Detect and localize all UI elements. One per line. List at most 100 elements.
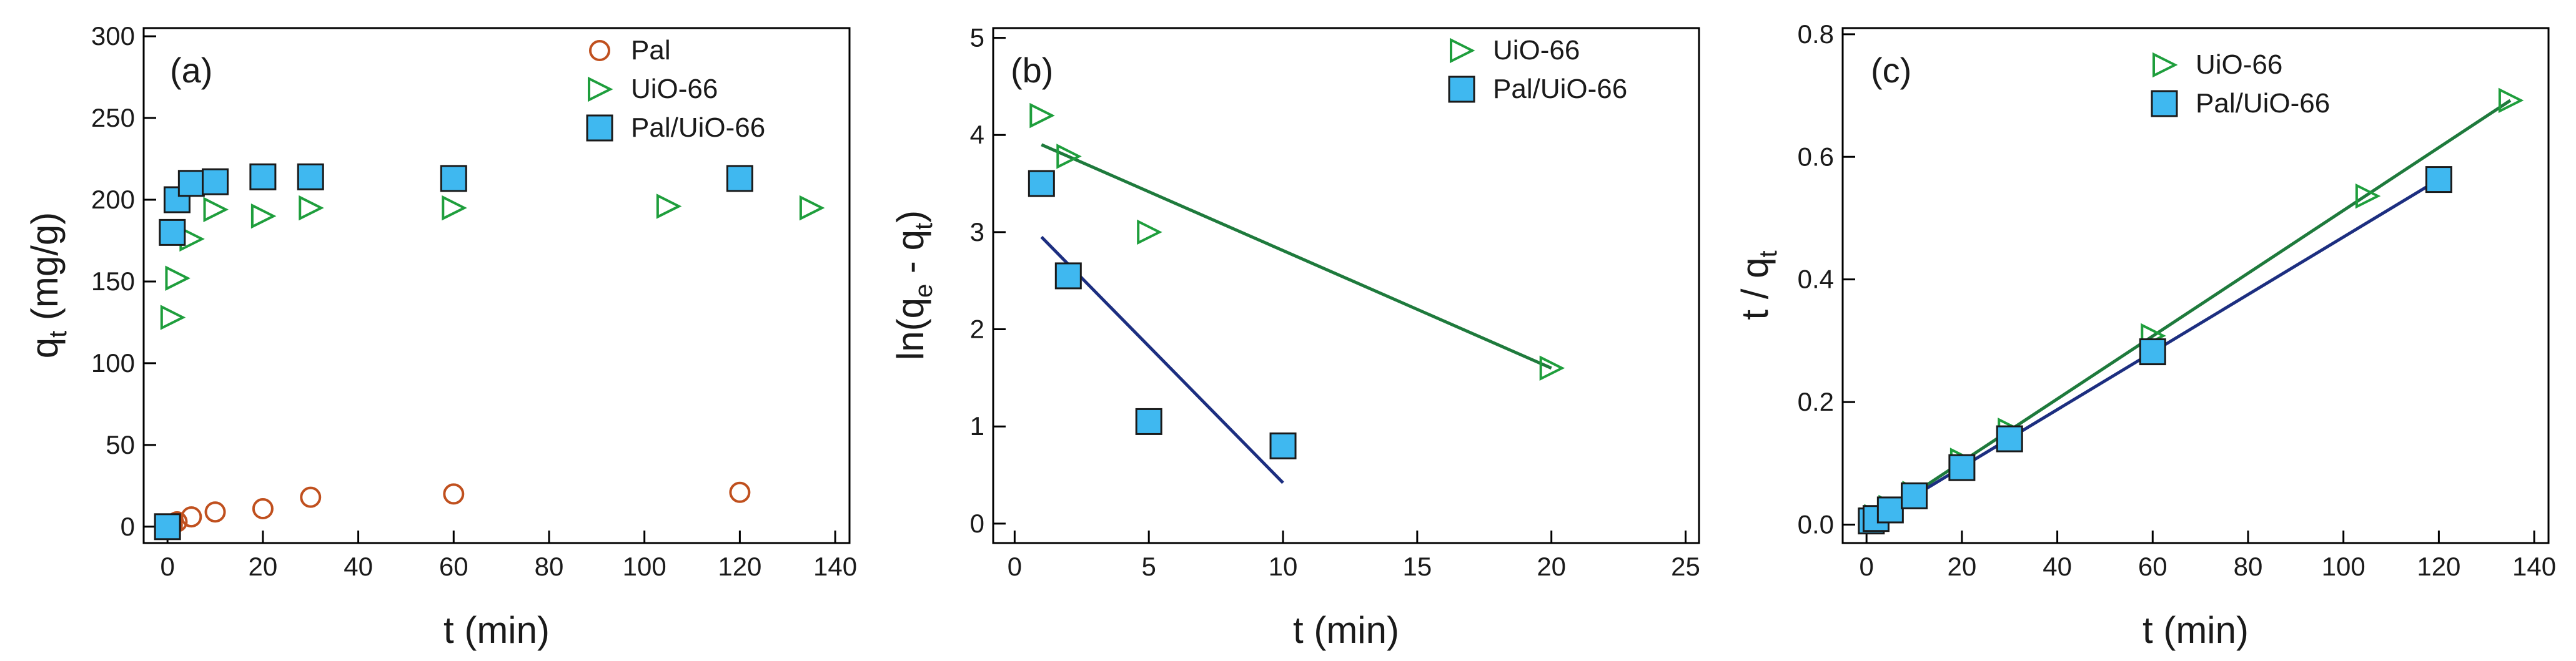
panel-c-xtick-label: 0 [1859,552,1873,581]
panel-c-xtick-label: 40 [2043,552,2072,581]
panel-a-ylabel: qt (mg/g) [24,212,72,359]
panel-a-point-uio-66 [442,195,467,221]
panel-a-legend-label-pal-uio-66: Pal/UiO-66 [631,112,765,143]
panel-a-point-pal [443,483,465,505]
panel-c-point-pal-uio-66 [2425,166,2452,193]
panel-b-legend-marker-uio-66 [1450,37,1475,64]
panel-c: (c) 0 20 40 60 80 100 120 140 0.0 0.2 0.4 0.6 0.8 Ui… [1734,19,2556,651]
panel-b-ylabel-pre: ln(q [889,298,931,360]
panel-c-xtick-label: 60 [2138,552,2167,581]
panel-a-point-pal-uio-66 [177,170,205,197]
panel-b-ylabel-sub2: t [910,223,938,230]
panel-a-point-pal [252,498,274,519]
panel-a-ytick-label: 300 [91,21,135,51]
panel-a-point-uio-66 [299,195,324,221]
panel-b-point-pal-uio-66 [1028,170,1055,197]
panel-a-point-uio-66 [656,193,682,219]
panel-b-xtick-label: 5 [1142,552,1156,581]
panel-b-xtick-label: 0 [1008,552,1022,581]
panel-b-ytick-label: 2 [970,315,984,344]
panel-c-point-uio-66 [2498,87,2524,114]
panel-c-ylabel-pre: t / q [1734,258,1776,320]
panel-a-ytick-label: 50 [106,430,135,459]
panel-b-xtick-label: 25 [1671,552,1700,581]
panel-c-ticks: 0 20 40 60 80 100 120 140 0.0 0.2 0.4 0.6 0.8 [1798,19,2557,581]
panel-b-ytick-label: 5 [970,23,984,52]
panel-c-fit-line-uio-66 [1865,99,2512,526]
panel-b-ytick-label: 1 [970,411,984,441]
panel-a-ytick-label: 100 [91,348,135,378]
panel-c-ylabel-sub: t [1755,250,1782,257]
panel-b-legend: UiO-66 Pal/UiO-66 [1448,35,1627,104]
panel-b-point-uio-66 [1137,219,1162,245]
panel-a-ytick-label: 150 [91,267,135,296]
panel-b-legend-label-uio-66: UiO-66 [1493,35,1580,66]
panel-a-xtick-label: 60 [439,552,468,581]
panel-a-point-uio-66 [165,265,191,291]
panel-b-frame [992,27,1700,544]
panel-c-ytick-label: 0.8 [1798,19,1834,49]
panel-b-fit-line-uio-66 [1041,143,1552,370]
panel-a-xlabel: t (min) [443,609,550,651]
panel-a-point-pal-uio-66 [154,513,181,541]
panel-c-legend-marker-uio-66 [2152,52,2178,78]
panel-c-xtick-label: 20 [1948,552,1977,581]
panel-c-xtick-label: 140 [2512,552,2556,581]
panel-c-legend: UiO-66 Pal/UiO-66 [2151,49,2330,119]
panel-c-xtick-label: 100 [2322,552,2365,581]
panel-b-point-uio-66 [1539,355,1565,381]
panel-c-xtick-label: 80 [2234,552,2263,581]
panel-b-marks [1028,102,1565,459]
panel-c-ytick-label: 0.0 [1798,510,1834,539]
panel-a-point-uio-66 [160,305,186,330]
panel-a-point-pal-uio-66 [726,165,753,192]
panel-a-xtick-label: 140 [813,552,857,581]
panel-c-point-pal-uio-66 [1901,482,1928,509]
panel-c-legend-label-uio-66: UiO-66 [2196,49,2282,80]
panel-a-point-pal [300,486,322,508]
panel-b-point-pal-uio-66 [1269,432,1297,459]
panel-b-ylabel: ln(qe - qt) [889,210,938,360]
panel-a-legend-marker-pal-uio-66 [586,114,613,142]
panel-a-legend: Pal UiO-66 Pal/UiO-66 [586,35,765,143]
panel-a: (a) 0 20 40 60 80 100 120 140 0 50 100 150 200 250 300… [24,21,857,651]
panel-c-point-pal-uio-66 [1948,454,1976,481]
panel-b-point-pal-uio-66 [1135,408,1162,435]
panel-c-label: (c) [1871,51,1911,90]
panel-b-label: (b) [1011,51,1053,90]
panel-a-xtick-label: 40 [344,552,373,581]
panel-b-xlabel: t (min) [1293,609,1399,651]
panel-b-xtick-label: 10 [1269,552,1298,581]
panel-a-xtick-label: 0 [160,552,174,581]
panel-b-ytick-label: 3 [970,217,984,247]
panel-a-point-pal-uio-66 [297,163,324,190]
panel-a-point-pal-uio-66 [249,163,277,190]
panel-a-point-pal-uio-66 [159,218,186,246]
panel-b-ylabel-post: ) [889,210,931,223]
panel-c-point-pal-uio-66 [1996,425,2023,453]
panel-c-frame [1841,27,2550,544]
panel-b-fit-lines [1040,143,1552,484]
panel-c-xtick-label: 120 [2417,552,2460,581]
panel-b-point-uio-66 [1029,102,1055,129]
panel-b-ylabel-sub1: e [910,284,938,298]
panel-a-ylabel-sub: t [44,331,72,338]
panel-a-legend-label-pal: Pal [631,35,671,66]
panel-c-point-uio-66 [2355,183,2381,209]
panel-a-point-pal [729,481,751,503]
panel-a-point-uio-66 [203,197,229,222]
panel-b-ytick-label: 4 [970,120,984,149]
panel-c-point-pal-uio-66 [1876,496,1904,524]
panel-a-point-pal [204,501,226,523]
panel-c-marks [1858,87,2524,535]
panel-a-ticks: 0 20 40 60 80 100 120 140 0 50 100 150 200 250 300 [91,21,857,581]
panel-a-xtick-label: 80 [535,552,564,581]
panel-a-label: (a) [170,51,212,90]
panel-c-ytick-label: 0.4 [1798,265,1834,294]
panel-a-point-pal-uio-66 [440,165,467,192]
panel-a-ytick-label: 200 [91,185,135,214]
panel-a-legend-label-uio-66: UiO-66 [631,74,718,104]
panel-a-point-pal-uio-66 [202,168,229,195]
panel-b-point-pal-uio-66 [1054,262,1082,290]
panel-a-legend-marker-uio-66 [588,76,613,102]
